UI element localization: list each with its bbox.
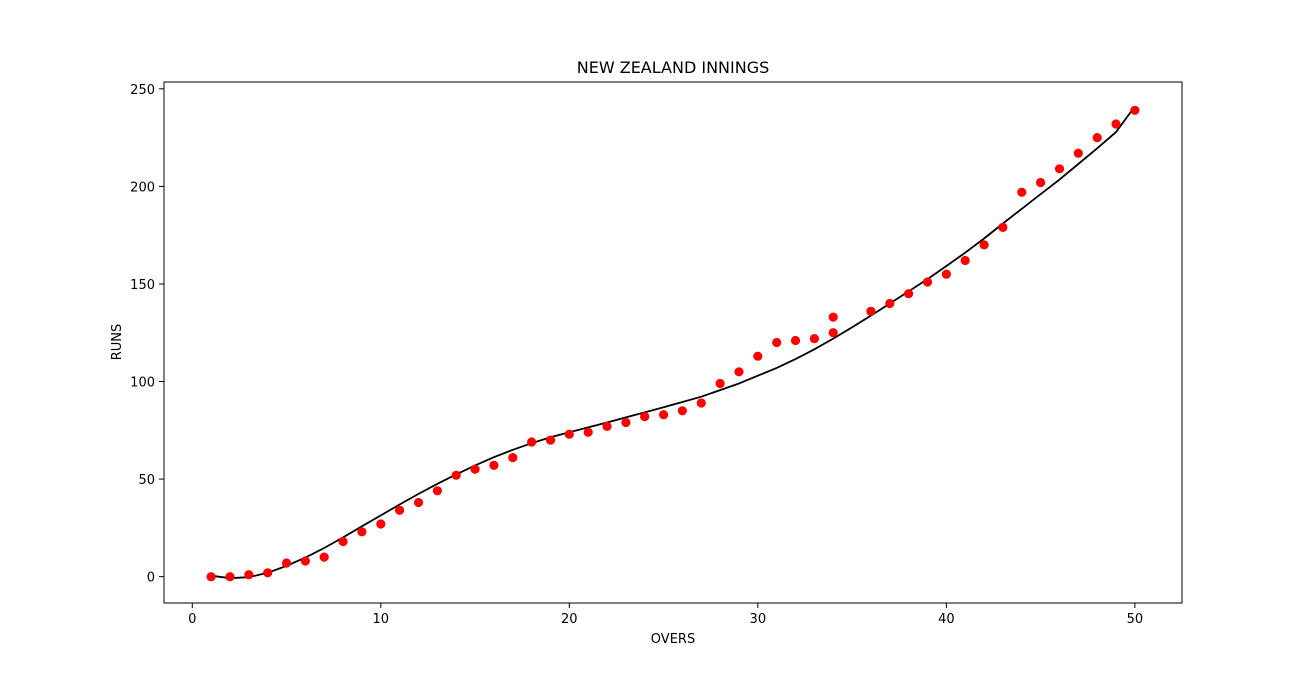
data-point xyxy=(828,312,838,322)
data-point xyxy=(1130,105,1140,115)
data-point xyxy=(395,505,405,515)
data-point xyxy=(564,429,574,439)
x-tick-label: 50 xyxy=(1127,612,1144,627)
data-point xyxy=(904,289,914,299)
data-point xyxy=(300,556,310,566)
x-tick-label: 40 xyxy=(938,612,955,627)
y-tick-label: 250 xyxy=(130,83,155,98)
data-point xyxy=(602,421,612,431)
data-point xyxy=(489,460,499,470)
data-point xyxy=(753,351,763,361)
data-point xyxy=(1017,187,1027,197)
data-point xyxy=(998,222,1008,232)
data-point xyxy=(866,306,876,316)
data-point xyxy=(885,298,895,309)
data-point xyxy=(508,453,518,463)
data-point xyxy=(1054,164,1065,174)
x-axis-label: OVERS xyxy=(651,632,695,647)
data-point xyxy=(659,410,669,420)
data-point xyxy=(376,519,386,529)
y-tick-label: 50 xyxy=(138,473,155,488)
chart-title: NEW ZEALAND INNINGS xyxy=(577,58,770,77)
y-tick-label: 150 xyxy=(130,278,155,293)
x-tick-label: 30 xyxy=(750,612,767,627)
data-point xyxy=(1036,177,1046,188)
data-point xyxy=(828,328,838,338)
data-point xyxy=(470,464,480,474)
x-tick-label: 0 xyxy=(188,612,196,627)
data-point xyxy=(640,412,650,422)
data-point xyxy=(451,470,461,480)
data-point xyxy=(225,572,235,582)
y-tick-label: 0 xyxy=(147,571,155,586)
data-point xyxy=(1092,133,1102,143)
data-point xyxy=(941,269,952,279)
data-point xyxy=(432,486,442,496)
data-point xyxy=(1111,119,1121,129)
data-point xyxy=(545,435,556,445)
y-tick-label: 100 xyxy=(130,376,155,391)
data-point xyxy=(979,240,989,250)
y-tick-label: 200 xyxy=(130,180,155,195)
data-point xyxy=(960,255,970,266)
data-point xyxy=(244,570,254,580)
data-point xyxy=(281,558,292,568)
data-point xyxy=(715,378,725,389)
data-point xyxy=(696,398,706,408)
fit-line xyxy=(210,105,1136,580)
x-axis: 0 10 20 30 40 50 xyxy=(188,603,1143,627)
data-point xyxy=(527,437,537,447)
plot-area xyxy=(206,105,1140,582)
data-point xyxy=(1073,148,1083,158)
data-point xyxy=(677,406,688,416)
y-axis: 0 50 100 150 200 250 xyxy=(130,83,164,586)
data-point xyxy=(790,335,801,346)
data-point xyxy=(621,417,631,428)
x-tick-label: 20 xyxy=(561,612,578,627)
data-point xyxy=(809,334,820,344)
data-point xyxy=(206,572,216,582)
data-point xyxy=(263,568,273,578)
y-axis-label: RUNS xyxy=(110,324,125,361)
data-point xyxy=(922,277,933,287)
data-point xyxy=(734,367,744,377)
data-point xyxy=(413,497,424,508)
data-point xyxy=(319,552,329,562)
data-point xyxy=(338,536,348,547)
x-tick-label: 10 xyxy=(373,612,390,627)
data-point xyxy=(772,337,782,348)
data-point xyxy=(357,527,367,537)
plot-frame xyxy=(163,81,1183,604)
data-point xyxy=(583,427,593,437)
